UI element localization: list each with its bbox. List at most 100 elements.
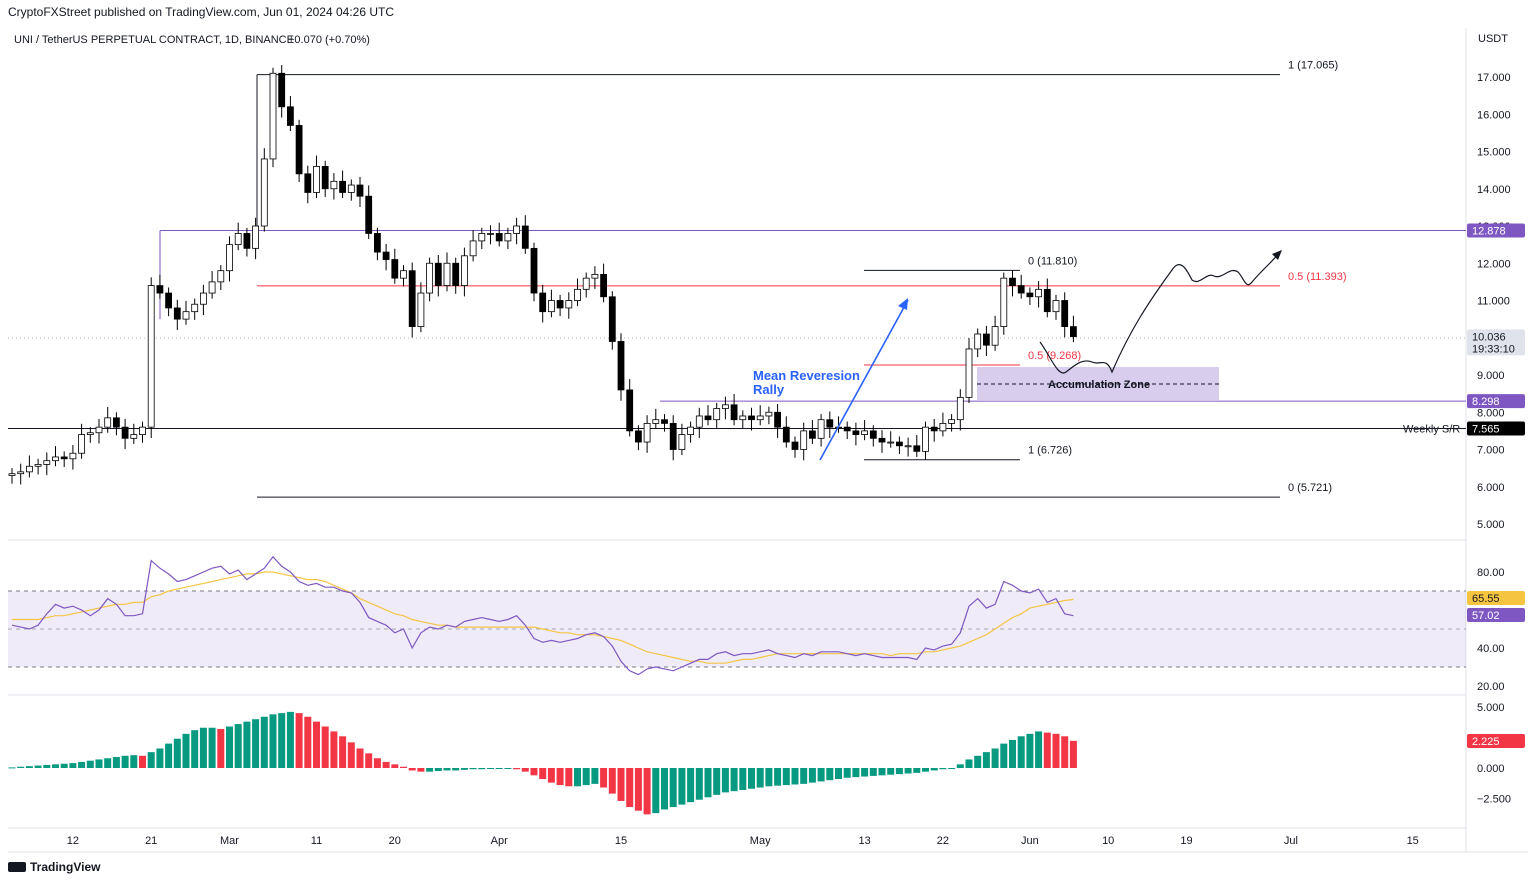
candle-body <box>756 415 764 421</box>
macd-bar <box>1052 733 1060 768</box>
candle-body <box>983 333 990 346</box>
macd-pane[interactable]: −2.500 0.000 5.000 2.225 <box>8 702 1526 815</box>
macd-bar <box>652 768 660 814</box>
macd-bar <box>626 768 634 808</box>
candle-body <box>347 184 355 193</box>
fib-levels: 1 (17.065) 0 (5.721) 0 (11.810) 0.5 (11.393… <box>8 60 1466 498</box>
time-tick-label: 15 <box>615 835 627 847</box>
candle-body <box>121 426 129 439</box>
macd-bar <box>17 766 25 768</box>
macd-bar <box>739 768 747 790</box>
candle-body <box>582 277 590 290</box>
candle-body <box>391 259 399 279</box>
macd-bar <box>1009 739 1016 768</box>
macd-bar <box>391 764 399 768</box>
candle-body <box>295 125 303 175</box>
macd-bar <box>695 768 703 800</box>
price-badge-bg <box>1467 421 1525 436</box>
macd-bar <box>1061 736 1069 768</box>
candle-body <box>678 434 686 450</box>
macd-bar <box>687 768 695 803</box>
macd-bar <box>582 768 590 786</box>
candle-body <box>426 262 434 294</box>
time-tick-label: 15 <box>1407 835 1419 847</box>
macd-bar <box>939 768 947 770</box>
macd-bar <box>156 748 164 768</box>
macd-bar <box>469 768 477 770</box>
candle-body <box>1026 292 1034 298</box>
macd-bar <box>669 768 677 808</box>
candles[interactable] <box>8 65 1077 485</box>
time-axis[interactable]: 12 21 Mar 11 20 Apr 15 May 13 22 Jun 10 19 Jul 15 <box>67 835 1419 847</box>
candle-body <box>939 423 947 432</box>
candle-body <box>556 300 564 309</box>
price-tick-label: 6.000 <box>1477 482 1505 494</box>
candle-body <box>365 195 373 234</box>
macd-bar <box>869 768 877 776</box>
candle-body <box>330 180 338 190</box>
candle-body <box>173 307 181 320</box>
macd-bar <box>756 768 764 788</box>
candle-body <box>843 426 851 432</box>
candle-body <box>791 441 799 450</box>
tradingview-brand: TradingView <box>30 860 101 874</box>
candle-body <box>687 426 694 435</box>
candle-body <box>539 292 547 313</box>
candle-body <box>530 247 538 294</box>
candle-body <box>147 285 155 428</box>
price-badge-label: 12.878 <box>1472 226 1506 238</box>
candle-body <box>199 292 207 305</box>
macd-bar <box>904 768 912 774</box>
candle-body <box>861 430 868 435</box>
candle-body <box>321 165 329 190</box>
macd-bar <box>452 768 460 771</box>
time-tick-label: 21 <box>145 835 157 847</box>
tradingview-logo[interactable]: TradingView <box>8 860 100 874</box>
candle-body <box>600 274 607 298</box>
macd-bar <box>260 716 268 768</box>
macd-bar <box>713 768 721 795</box>
candle-body <box>1035 288 1042 298</box>
macd-bar <box>252 719 260 768</box>
candle-body <box>252 225 260 249</box>
candle-body <box>191 303 199 313</box>
symbol-title: UNI / TetherUS PERPETUAL CONTRACT, 1D, B… <box>14 34 294 46</box>
time-tick-label: Jun <box>1021 835 1039 847</box>
macd-bar <box>347 742 355 768</box>
currency-label[interactable]: USDT <box>1478 33 1508 45</box>
fib-0-swing-label: 0 (11.810) <box>1028 255 1077 267</box>
time-tick-label: Mar <box>220 835 239 847</box>
macd-bar <box>852 768 860 778</box>
accumulation-zone-label: Accumulation Zone <box>1048 379 1150 391</box>
macd-bar <box>748 768 755 789</box>
candle-body <box>495 233 503 242</box>
candle-body <box>8 473 16 476</box>
macd-bar <box>991 748 999 768</box>
macd-bar <box>843 768 851 778</box>
macd-bar <box>52 764 59 768</box>
macd-bar <box>530 768 538 776</box>
macd-bar <box>460 768 468 770</box>
rsi-ma-line <box>12 571 1074 664</box>
candle-body <box>965 348 973 398</box>
price-tick-label: 12.000 <box>1477 258 1511 270</box>
macd-bar <box>147 752 155 768</box>
macd-bar <box>1026 733 1034 768</box>
candle-body <box>565 300 573 309</box>
macd-bar <box>86 760 94 768</box>
candle-body <box>922 426 929 452</box>
macd-bar <box>913 768 921 773</box>
candle-body <box>113 417 120 428</box>
macd-bar <box>356 748 364 768</box>
candle-body <box>60 456 68 460</box>
macd-bar <box>243 721 251 768</box>
candle-body <box>913 445 921 452</box>
macd-bar <box>661 768 668 810</box>
candle-body <box>643 423 651 443</box>
rsi-tick-label: 40.00 <box>1477 643 1505 655</box>
macd-bar <box>443 768 451 771</box>
candle-body <box>626 389 634 432</box>
price-tick-label: 9.000 <box>1477 370 1505 382</box>
rsi-pane[interactable]: 20.00 40.00 80.00 65.55 57.02 <box>8 555 1525 693</box>
